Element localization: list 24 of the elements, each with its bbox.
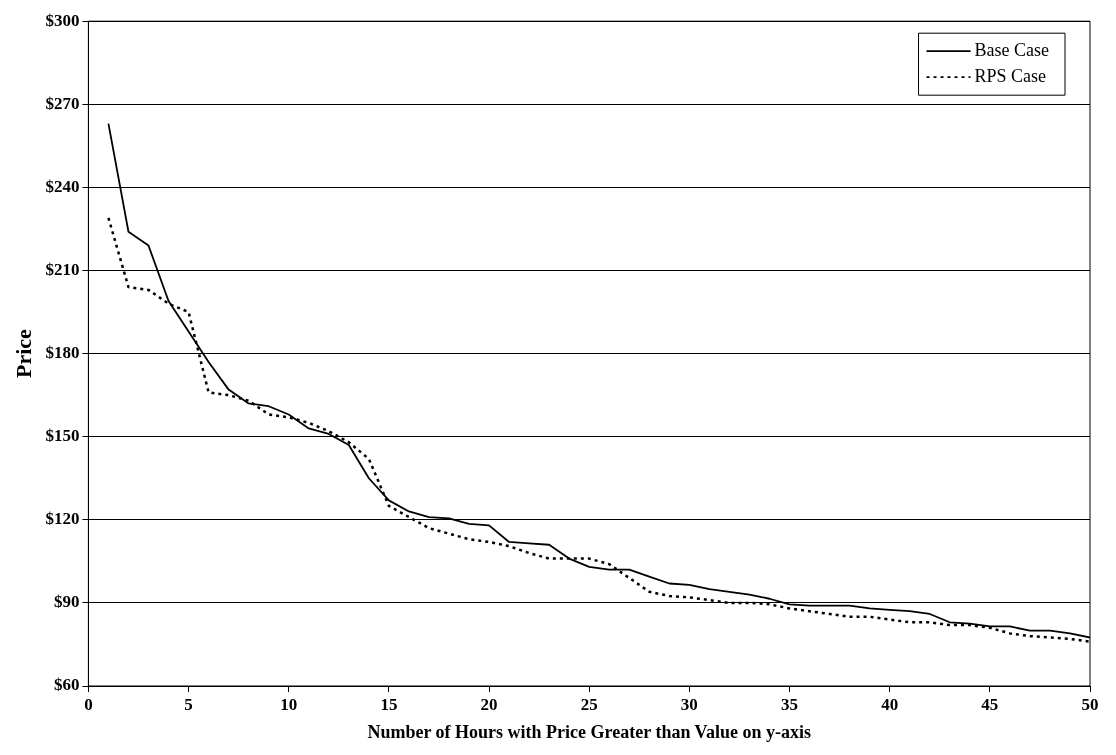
x-tick-label: 20	[480, 694, 498, 714]
x-tick-label: 0	[84, 694, 93, 714]
y-axis-title: Price	[10, 328, 36, 379]
x-tick-label: 40	[881, 694, 899, 714]
y-tick-label: $240	[45, 176, 80, 196]
x-tick-label: 15	[380, 694, 398, 714]
x-tick-label: 10	[280, 694, 298, 714]
x-tick-label: 35	[781, 694, 799, 714]
x-tick-label: 30	[680, 694, 698, 714]
x-tick-label: 25	[580, 694, 598, 714]
legend-label: Base Case	[974, 39, 1050, 60]
x-axis-title: Number of Hours with Price Greater than Value on y-axis	[367, 721, 811, 742]
y-tick-label: $60	[53, 675, 80, 695]
y-tick-label: $90	[53, 592, 80, 612]
y-tick-label: $300	[45, 10, 80, 30]
y-tick-label: $120	[45, 509, 80, 529]
y-tick-label: $210	[45, 259, 80, 279]
x-tick-label: 5	[184, 694, 193, 714]
x-tick-label: 45	[981, 694, 999, 714]
x-tick-label: 50	[1081, 694, 1099, 714]
y-tick-label: $150	[45, 426, 80, 446]
y-tick-label: $180	[45, 342, 80, 362]
legend-label: RPS Case	[974, 65, 1047, 86]
y-tick-label: $270	[45, 93, 80, 113]
